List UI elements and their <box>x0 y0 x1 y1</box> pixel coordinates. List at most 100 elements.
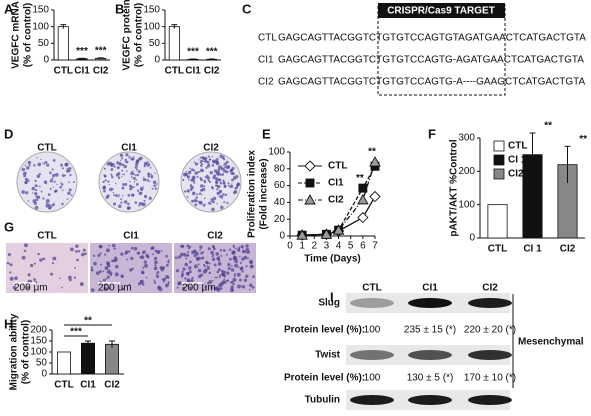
colony <box>123 200 128 204</box>
colony <box>187 175 189 178</box>
colony <box>224 193 228 197</box>
cell <box>154 260 158 265</box>
cell <box>108 269 111 272</box>
legend-label: CI 1 <box>508 155 527 166</box>
y-axis-label: (% of control) <box>21 320 32 384</box>
colony <box>211 163 215 167</box>
legend-swatch <box>493 140 505 152</box>
cell <box>141 271 144 275</box>
colony <box>199 156 202 159</box>
cell <box>143 260 148 264</box>
colony <box>135 182 139 186</box>
x-tick-label: 0 <box>287 241 293 252</box>
cell <box>156 270 160 274</box>
significance: ** <box>368 147 376 158</box>
colony <box>130 176 133 178</box>
cell <box>114 272 119 277</box>
colony <box>188 179 190 181</box>
colony <box>203 180 207 184</box>
cell <box>180 274 184 278</box>
cell <box>217 268 221 272</box>
image-label: CI1 <box>123 231 139 242</box>
cell <box>131 267 134 270</box>
colony <box>198 193 200 195</box>
sequence-name: CI2 <box>258 77 274 88</box>
colony <box>217 185 220 188</box>
colony <box>223 162 227 166</box>
cell <box>246 250 251 254</box>
colony <box>66 167 69 170</box>
cell <box>99 252 102 255</box>
cell <box>187 250 190 254</box>
cell <box>97 253 101 257</box>
colony <box>26 166 30 170</box>
panel-letter: E <box>262 126 271 141</box>
y-tick-label: 150 <box>32 5 49 16</box>
cell <box>167 276 170 279</box>
colony <box>133 156 135 158</box>
legend-label: CI2 <box>328 195 344 206</box>
y-axis-label: pAKT/AKT %Control <box>449 139 460 236</box>
colony <box>49 179 53 183</box>
colony <box>36 156 38 159</box>
panel-letter: F <box>428 126 436 141</box>
cell <box>237 284 241 289</box>
colony <box>200 184 204 188</box>
cell <box>204 285 207 289</box>
colony <box>231 183 233 185</box>
cell <box>219 248 223 252</box>
cell <box>240 267 243 270</box>
group-label: Mesenchymal <box>518 337 584 348</box>
y-tick-label: 200 <box>30 325 47 336</box>
panel-letter: B <box>115 1 124 16</box>
colony <box>231 166 235 170</box>
cell <box>216 270 220 274</box>
colony <box>45 202 48 205</box>
colony <box>151 187 154 190</box>
cell <box>193 264 198 269</box>
blot-band <box>350 298 394 308</box>
cell <box>191 277 194 280</box>
cell <box>129 268 133 272</box>
colony <box>197 170 200 174</box>
cell <box>237 265 240 268</box>
colony <box>228 166 230 168</box>
cell <box>248 283 253 288</box>
colony <box>223 182 226 185</box>
colony <box>40 158 42 161</box>
colony <box>193 161 196 164</box>
cell <box>238 278 242 282</box>
cell <box>50 272 54 276</box>
cell <box>160 249 163 252</box>
colony <box>64 162 69 167</box>
cell <box>152 253 155 256</box>
protein-level: 235 ± 15 (*) <box>404 325 456 336</box>
cell <box>189 245 192 248</box>
colony <box>146 161 149 163</box>
colony <box>211 200 215 204</box>
colony <box>203 197 206 200</box>
colony <box>206 160 210 164</box>
cell <box>250 265 254 268</box>
colony <box>53 180 56 183</box>
colony <box>132 193 135 197</box>
cell <box>236 272 241 277</box>
y-axis-label: (Fold increase) <box>259 158 270 229</box>
colony <box>144 162 147 164</box>
cell <box>210 250 214 255</box>
colony <box>142 178 146 182</box>
colony <box>120 201 123 204</box>
colony <box>211 187 214 190</box>
colony <box>108 161 112 166</box>
colony <box>70 194 73 197</box>
x-tick-label: CTL <box>54 380 73 391</box>
cell <box>90 288 95 292</box>
cell <box>105 248 110 253</box>
colony <box>199 192 202 195</box>
sequence: GAGCAGTTACGGTCTGTGTCCAGTG-AGATGAACTCATGA… <box>278 55 584 66</box>
colony <box>227 182 230 185</box>
colony <box>52 159 56 162</box>
colony <box>215 158 219 161</box>
colony <box>223 201 226 204</box>
cell <box>105 277 108 280</box>
